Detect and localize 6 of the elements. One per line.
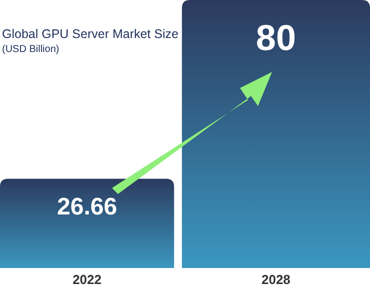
x-tick-label: 2028 <box>262 272 290 287</box>
x-tick-label: 2022 <box>72 272 102 287</box>
text: (USD Billion) <box>2 44 60 55</box>
text: Global GPU Server Market Size <box>2 27 178 41</box>
data-label: 80 <box>256 17 296 58</box>
data-label: 26.66 <box>57 194 118 221</box>
